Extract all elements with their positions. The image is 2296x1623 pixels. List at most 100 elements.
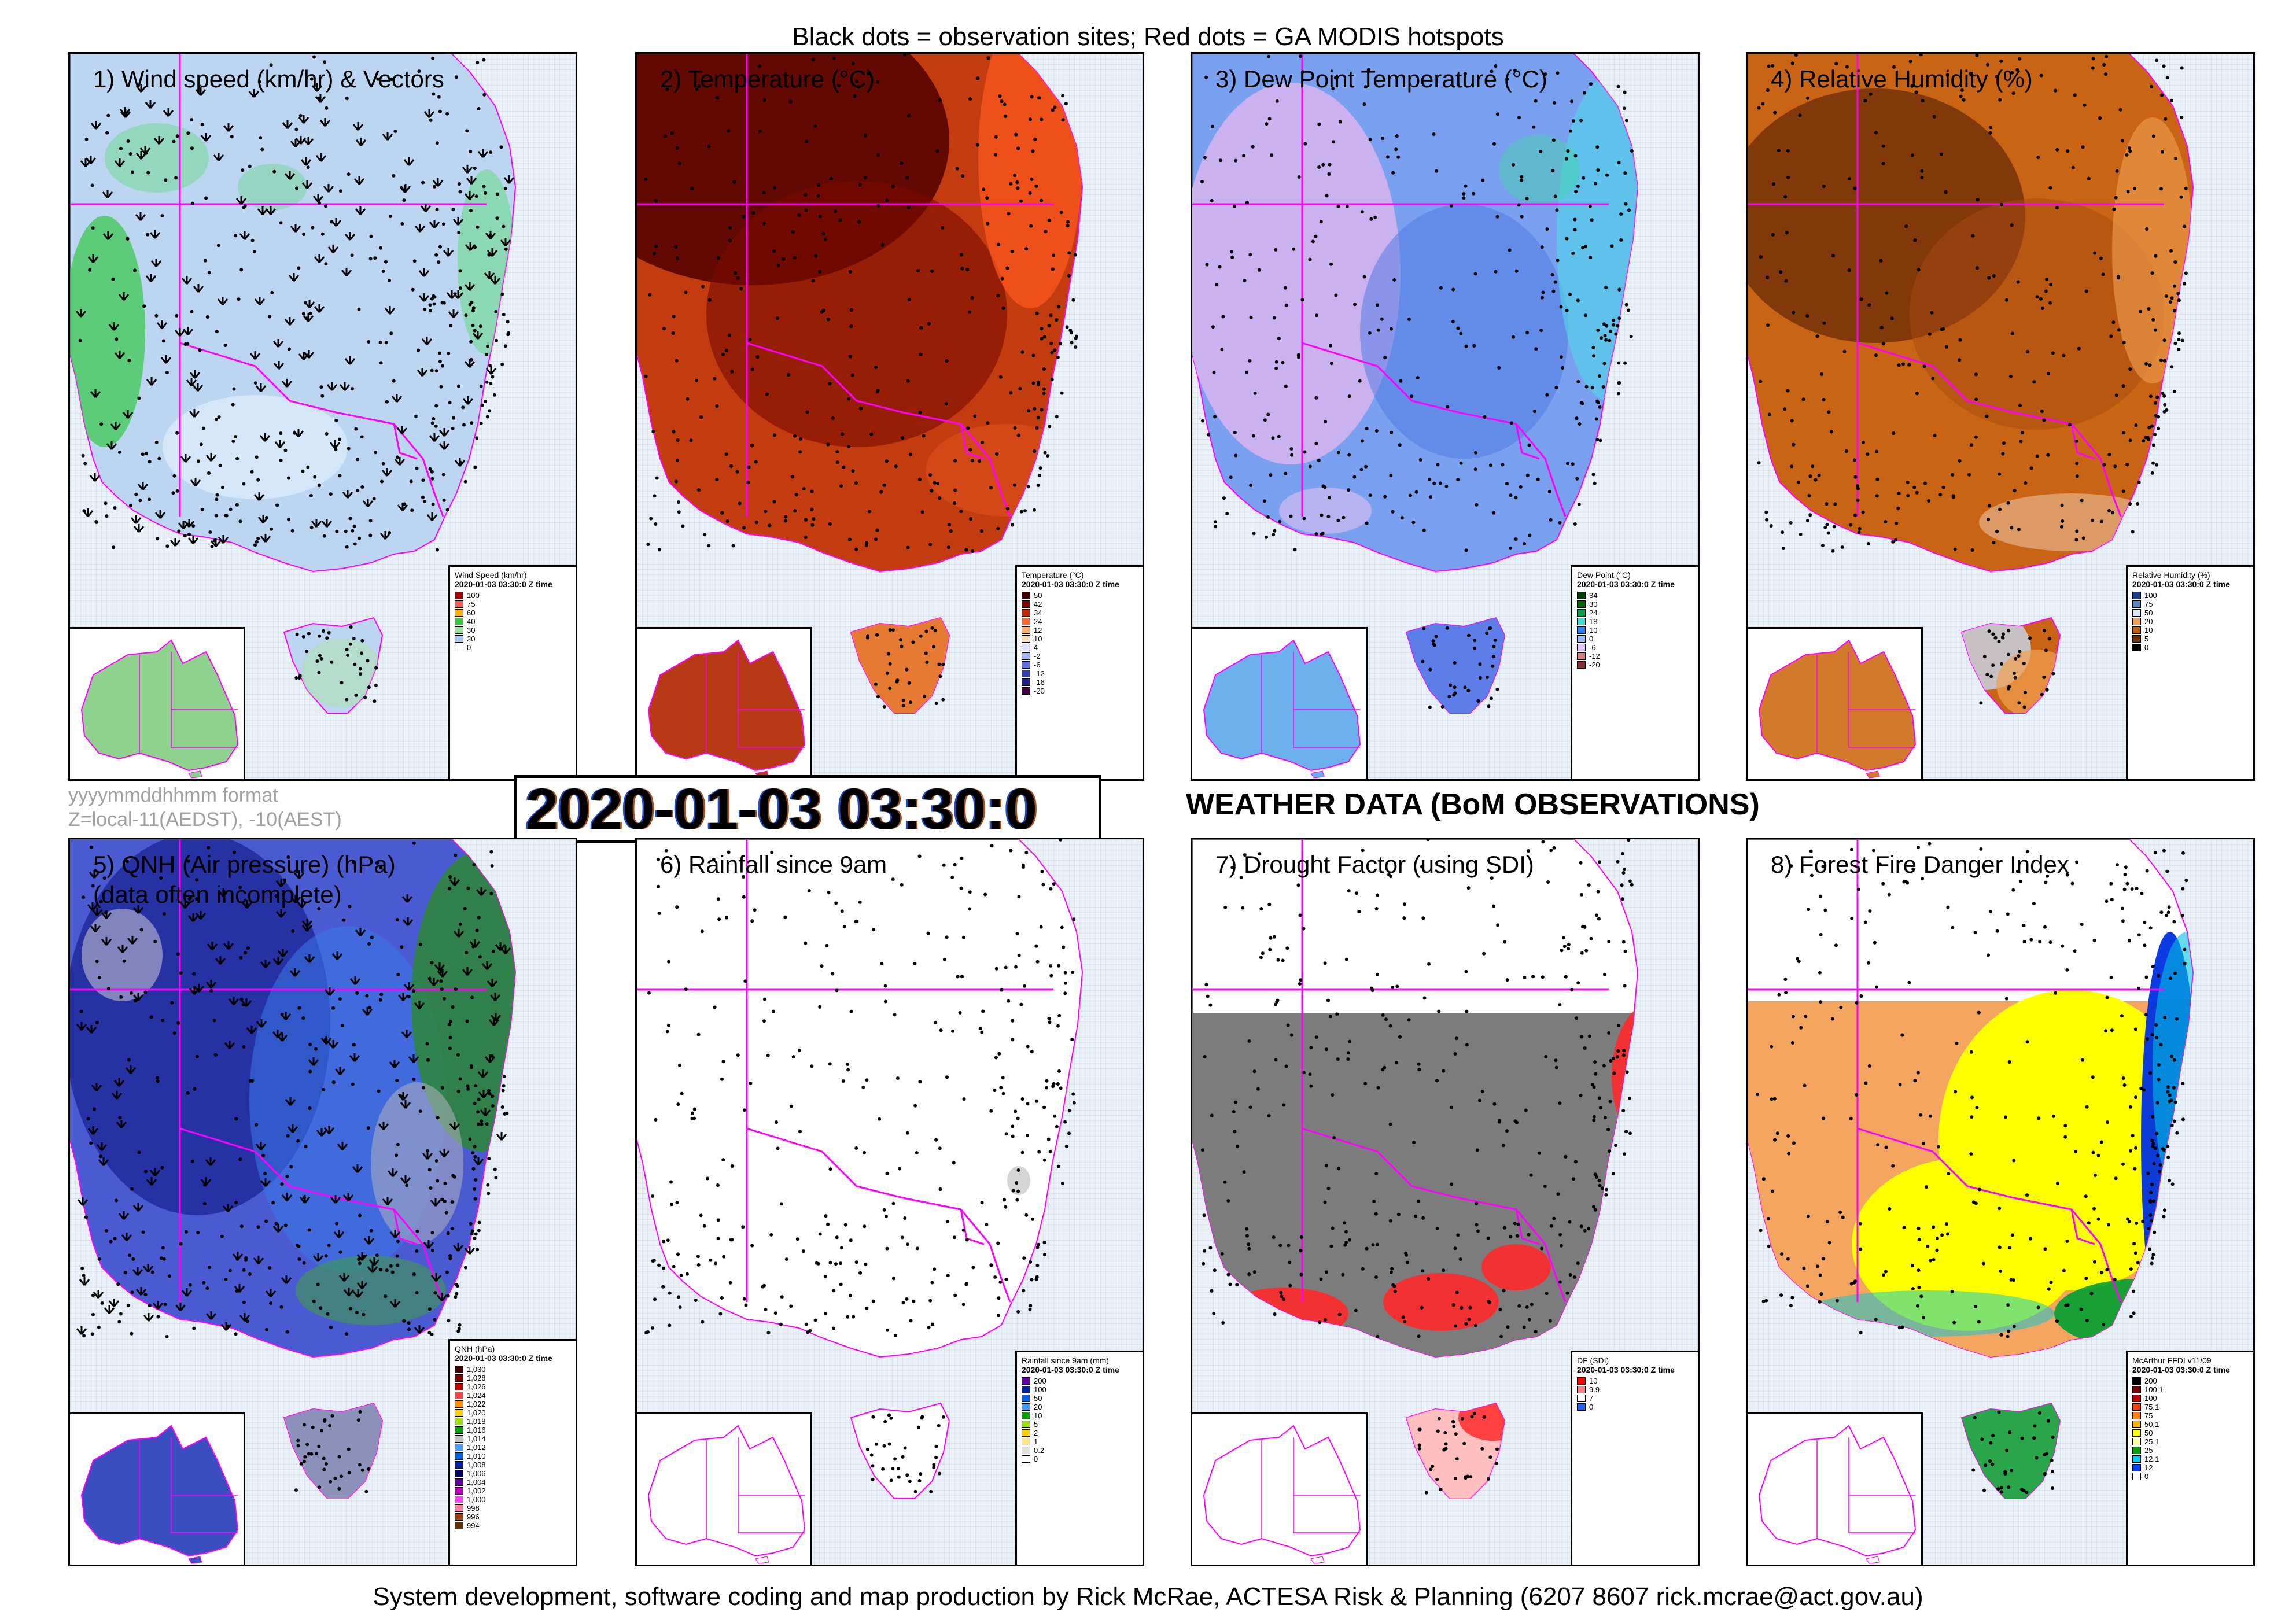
legend-row: 24 [1022, 617, 1138, 626]
legend-label: 100 [467, 591, 480, 600]
legend-label: 1,008 [467, 1460, 486, 1469]
legend-row: 998 [455, 1504, 571, 1513]
australia-inset-temp [647, 639, 806, 772]
state-border [2070, 423, 2095, 460]
legend-swatch [455, 1452, 463, 1460]
legend-row: 100 [2132, 591, 2249, 600]
legend-swatch [1577, 592, 1586, 599]
legend-label: 12 [1034, 625, 1042, 635]
legend-label: -16 [1034, 677, 1045, 687]
legend-row: 1,016 [455, 1426, 571, 1434]
legend-row: 30 [455, 626, 571, 635]
legend-label: 0.2 [1034, 1445, 1045, 1455]
tasmania-inset-wind [188, 770, 202, 779]
legend-swatch [1022, 626, 1030, 634]
state-border [1857, 342, 2122, 517]
legend-swatch [1022, 1395, 1030, 1402]
legend-swatch [455, 1426, 463, 1434]
map-header: Black dots = observation sites; Red dots… [792, 23, 1504, 51]
inset-map-relative-humidity [1748, 627, 1923, 779]
australia-inset-rain [647, 1425, 806, 1557]
footer-credit: System development, software coding and … [373, 1583, 1923, 1611]
legend-label: 1,016 [467, 1425, 486, 1434]
observation-sites-ffdi [1755, 842, 2188, 1495]
legend-row: 1,012 [455, 1443, 571, 1452]
state-border [746, 1127, 1011, 1303]
observation-sites-wind [78, 55, 511, 703]
legend-label: 10 [1034, 634, 1042, 643]
legend-row: 1,030 [455, 1365, 571, 1374]
legend-swatch [1022, 1421, 1030, 1428]
colour-field-temp [637, 54, 1082, 713]
legend-swatch [2132, 618, 2141, 625]
panel-temperature: 2) Temperature (°C) Temperature (°C) 2020… [635, 52, 1144, 781]
legend-label: 75 [467, 599, 476, 608]
tasmania-inset-dew [1310, 770, 1325, 779]
mainland-rain [637, 839, 1083, 1358]
legend-swatch [2132, 626, 2141, 634]
legend-row: 10 [1022, 1411, 1138, 1420]
legend-row: 1,018 [455, 1417, 571, 1426]
legend-label: 200 [1034, 1376, 1046, 1385]
legend-swatch [1022, 661, 1030, 669]
legend-swatch [455, 1470, 463, 1477]
legend-swatch [455, 1496, 463, 1503]
map-qnh [70, 839, 517, 1499]
legend-swatch [2132, 1377, 2141, 1385]
panel-title-temperature: 2) Temperature (°C) [660, 65, 875, 93]
legend-swatch [1022, 1447, 1030, 1454]
legend-swatch [455, 644, 463, 651]
legend-row: 1,028 [455, 1374, 571, 1382]
legend-swatch [1577, 635, 1586, 643]
map-dew-point [1192, 54, 1639, 714]
legend-label: 4 [1034, 643, 1038, 652]
legend-row: 200 [2132, 1377, 2249, 1385]
legend-row: 10 [1022, 635, 1138, 643]
legend-row: -20 [1022, 687, 1138, 695]
legend-swatch [455, 1487, 463, 1495]
australia-inset-drought [1203, 1425, 1361, 1557]
map-rainfall [637, 839, 1083, 1499]
legend-label: 1,006 [467, 1469, 486, 1478]
legend-swatch [1022, 1403, 1030, 1411]
legend-row: -12 [1577, 652, 1693, 661]
legend-swatch [455, 1461, 463, 1469]
weather-data-title: WEATHER DATA (BoM OBSERVATIONS) [1186, 788, 1760, 821]
panel-title-ffdi: 8) Forest Fire Danger Index [1771, 851, 2069, 878]
legend-label: -20 [1034, 686, 1045, 695]
panel-drought-factor: 7) Drought Factor (using SDI) DF (SDI) 20… [1191, 838, 1700, 1566]
legend-label: 60 [467, 608, 476, 617]
inset-border [1293, 652, 1360, 748]
legend-row: 0 [1577, 635, 1693, 643]
legend-swatch [1022, 1377, 1030, 1385]
legend-swatch [1577, 626, 1586, 634]
legend-swatch [2132, 1412, 2141, 1419]
legend-row: 24 [1577, 608, 1693, 617]
legend-label: 50 [1034, 591, 1042, 600]
observation-sites-temp [644, 54, 1078, 709]
legend-swatch [1022, 644, 1030, 651]
legend-swatch [455, 626, 463, 634]
tasmania-rain [850, 1402, 950, 1499]
tasmania-inset-rain [755, 1556, 769, 1564]
legend-row: 75.1 [2132, 1403, 2249, 1411]
legend-row: 4 [1022, 643, 1138, 652]
legend-row: -20 [1577, 661, 1693, 669]
legend-label: 34 [1589, 591, 1598, 600]
legend-row: 1,000 [455, 1495, 571, 1504]
tasmania-inset-qnh [188, 1556, 202, 1564]
legend-label: -2 [1034, 651, 1041, 661]
inset-map-ffdi [1748, 1412, 1923, 1565]
wind-vectors-wind [75, 83, 515, 547]
legend-qnh: QNH (hPa) 2020-01-03 03:30:0 Z time 1,030 1… [448, 1339, 576, 1565]
panel-title-rainfall: 6) Rainfall since 9am [660, 851, 887, 878]
legend-label: 75 [2144, 1411, 2153, 1420]
legend-swatch [455, 1409, 463, 1417]
legend-label: 24 [1589, 608, 1598, 617]
legend-label: 1,020 [467, 1408, 486, 1417]
legend-swatch [2132, 1421, 2141, 1428]
state-border [393, 1209, 418, 1245]
legend-row: 2 [1022, 1429, 1138, 1437]
legend-swatch [1022, 1429, 1030, 1437]
legend-swatch [2132, 1438, 2141, 1445]
